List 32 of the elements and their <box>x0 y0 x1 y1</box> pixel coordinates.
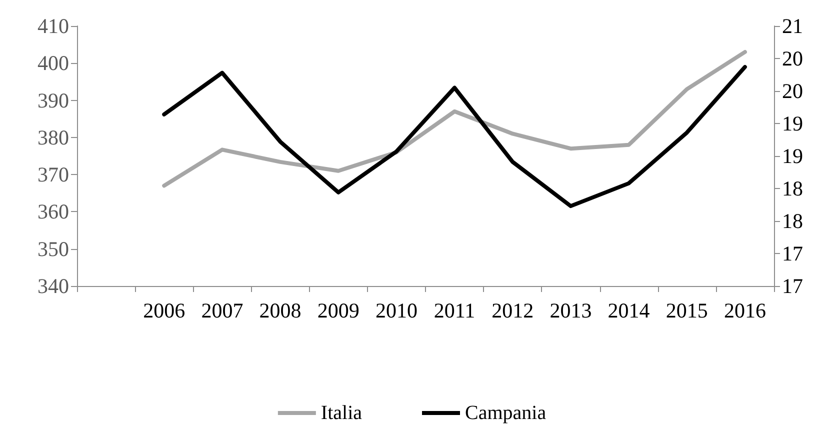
y2-tick-label: 18 <box>782 176 803 200</box>
legend-label: Italia <box>320 402 362 424</box>
x-tick-label: 2012 <box>492 298 534 322</box>
x-tick-label: 2010 <box>375 298 418 322</box>
y-tick-label: 350 <box>38 236 69 261</box>
y2-tick-label: 20 <box>782 46 803 70</box>
y2-tick-label: 20 <box>782 79 803 103</box>
y2-tick-label: 21 <box>782 14 803 38</box>
y-tick-label: 390 <box>38 88 69 112</box>
x-tick-label: 2016 <box>724 298 766 322</box>
x-tick-label: 2013 <box>550 298 592 322</box>
y-tick-label: 370 <box>38 162 69 187</box>
y-tick-label: 380 <box>38 125 69 150</box>
y2-tick-label: 17 <box>782 242 803 266</box>
y2-tick-label: 19 <box>782 144 803 168</box>
x-tick-label: 2007 <box>201 298 244 322</box>
line-series <box>162 50 747 188</box>
x-tick-label: 2011 <box>434 298 476 322</box>
x-tick-label: 2006 <box>143 298 186 322</box>
x-tick-label: 2009 <box>317 298 360 322</box>
y-tick-label: 360 <box>38 200 69 224</box>
x-tick-label: 2015 <box>666 298 708 322</box>
y2-tick-label: 17 <box>782 274 803 298</box>
y-tick-label: 400 <box>38 51 69 76</box>
y-tick-label: 340 <box>38 274 69 298</box>
y-tick-label: 410 <box>38 14 69 38</box>
x-tick-label: 2014 <box>608 298 650 322</box>
legend-label: Campania <box>465 402 546 424</box>
line-series <box>162 64 747 208</box>
x-tick-label: 2008 <box>259 298 302 322</box>
y2-tick-label: 19 <box>782 112 803 136</box>
y2-tick-label: 18 <box>782 209 803 233</box>
